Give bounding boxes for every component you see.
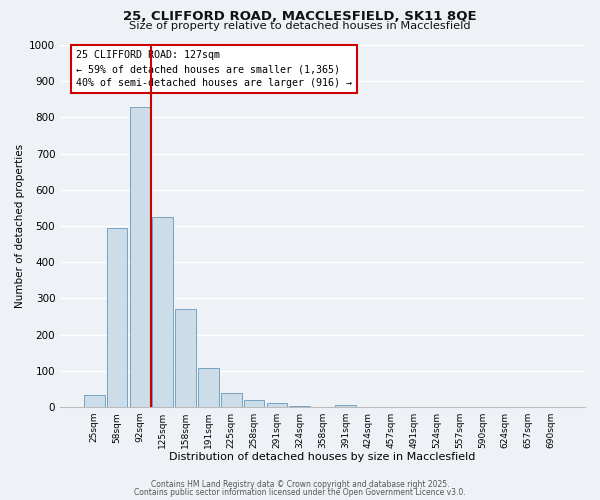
Bar (289, 406, 310, 407)
Text: 25, CLIFFORD ROAD, MACCLESFIELD, SK11 8QE: 25, CLIFFORD ROAD, MACCLESFIELD, SK11 8Q… (123, 10, 477, 23)
Bar (107, 228, 127, 407)
Bar (84, 395, 104, 407)
Bar (152, 217, 173, 407)
Bar (266, 404, 287, 407)
Y-axis label: Number of detached properties: Number of detached properties (15, 144, 25, 308)
Bar (175, 308, 196, 407)
Text: Size of property relative to detached houses in Macclesfield: Size of property relative to detached ho… (129, 21, 471, 31)
X-axis label: Distribution of detached houses by size in Macclesfield: Distribution of detached houses by size … (169, 452, 476, 462)
Bar (198, 368, 219, 407)
Text: 25 CLIFFORD ROAD: 127sqm
← 59% of detached houses are smaller (1,365)
40% of sem: 25 CLIFFORD ROAD: 127sqm ← 59% of detach… (76, 50, 352, 88)
Bar (221, 392, 242, 407)
Bar (130, 106, 150, 407)
Text: Contains HM Land Registry data © Crown copyright and database right 2025.: Contains HM Land Registry data © Crown c… (151, 480, 449, 489)
Bar (244, 400, 265, 407)
Text: Contains public sector information licensed under the Open Government Licence v3: Contains public sector information licen… (134, 488, 466, 497)
Bar (335, 406, 356, 407)
